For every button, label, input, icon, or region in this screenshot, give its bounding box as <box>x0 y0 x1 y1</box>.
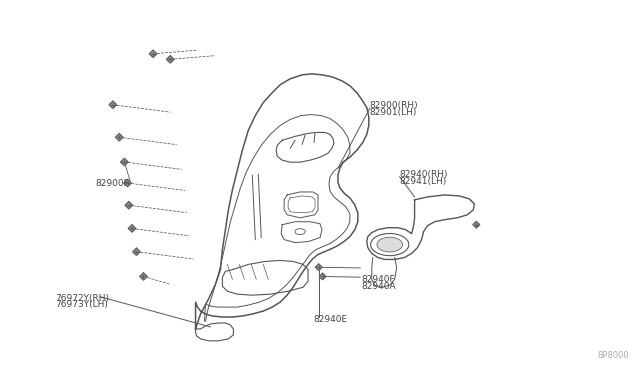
Text: 82940(RH): 82940(RH) <box>399 170 448 179</box>
Text: 82940F: 82940F <box>362 275 395 283</box>
Polygon shape <box>109 101 116 109</box>
Polygon shape <box>120 158 128 166</box>
Text: 82901(LH): 82901(LH) <box>370 108 417 117</box>
Polygon shape <box>125 202 132 209</box>
Circle shape <box>377 237 403 252</box>
Text: 82940E: 82940E <box>314 315 348 324</box>
Text: 8P8000: 8P8000 <box>597 351 629 360</box>
Text: 82900(RH): 82900(RH) <box>370 101 419 110</box>
Text: 82940A: 82940A <box>362 282 396 291</box>
Polygon shape <box>316 264 322 270</box>
Polygon shape <box>115 134 123 141</box>
Polygon shape <box>128 225 136 232</box>
Polygon shape <box>166 56 174 63</box>
Polygon shape <box>124 179 131 187</box>
Text: 76973Y(LH): 76973Y(LH) <box>56 300 108 310</box>
Polygon shape <box>473 221 480 228</box>
Text: 82941(LH): 82941(LH) <box>399 177 447 186</box>
Text: 82900F: 82900F <box>96 179 129 187</box>
Polygon shape <box>149 50 157 58</box>
Text: 76972Y(RH): 76972Y(RH) <box>56 294 109 303</box>
Polygon shape <box>140 273 147 280</box>
Polygon shape <box>132 248 140 256</box>
Polygon shape <box>319 273 326 280</box>
